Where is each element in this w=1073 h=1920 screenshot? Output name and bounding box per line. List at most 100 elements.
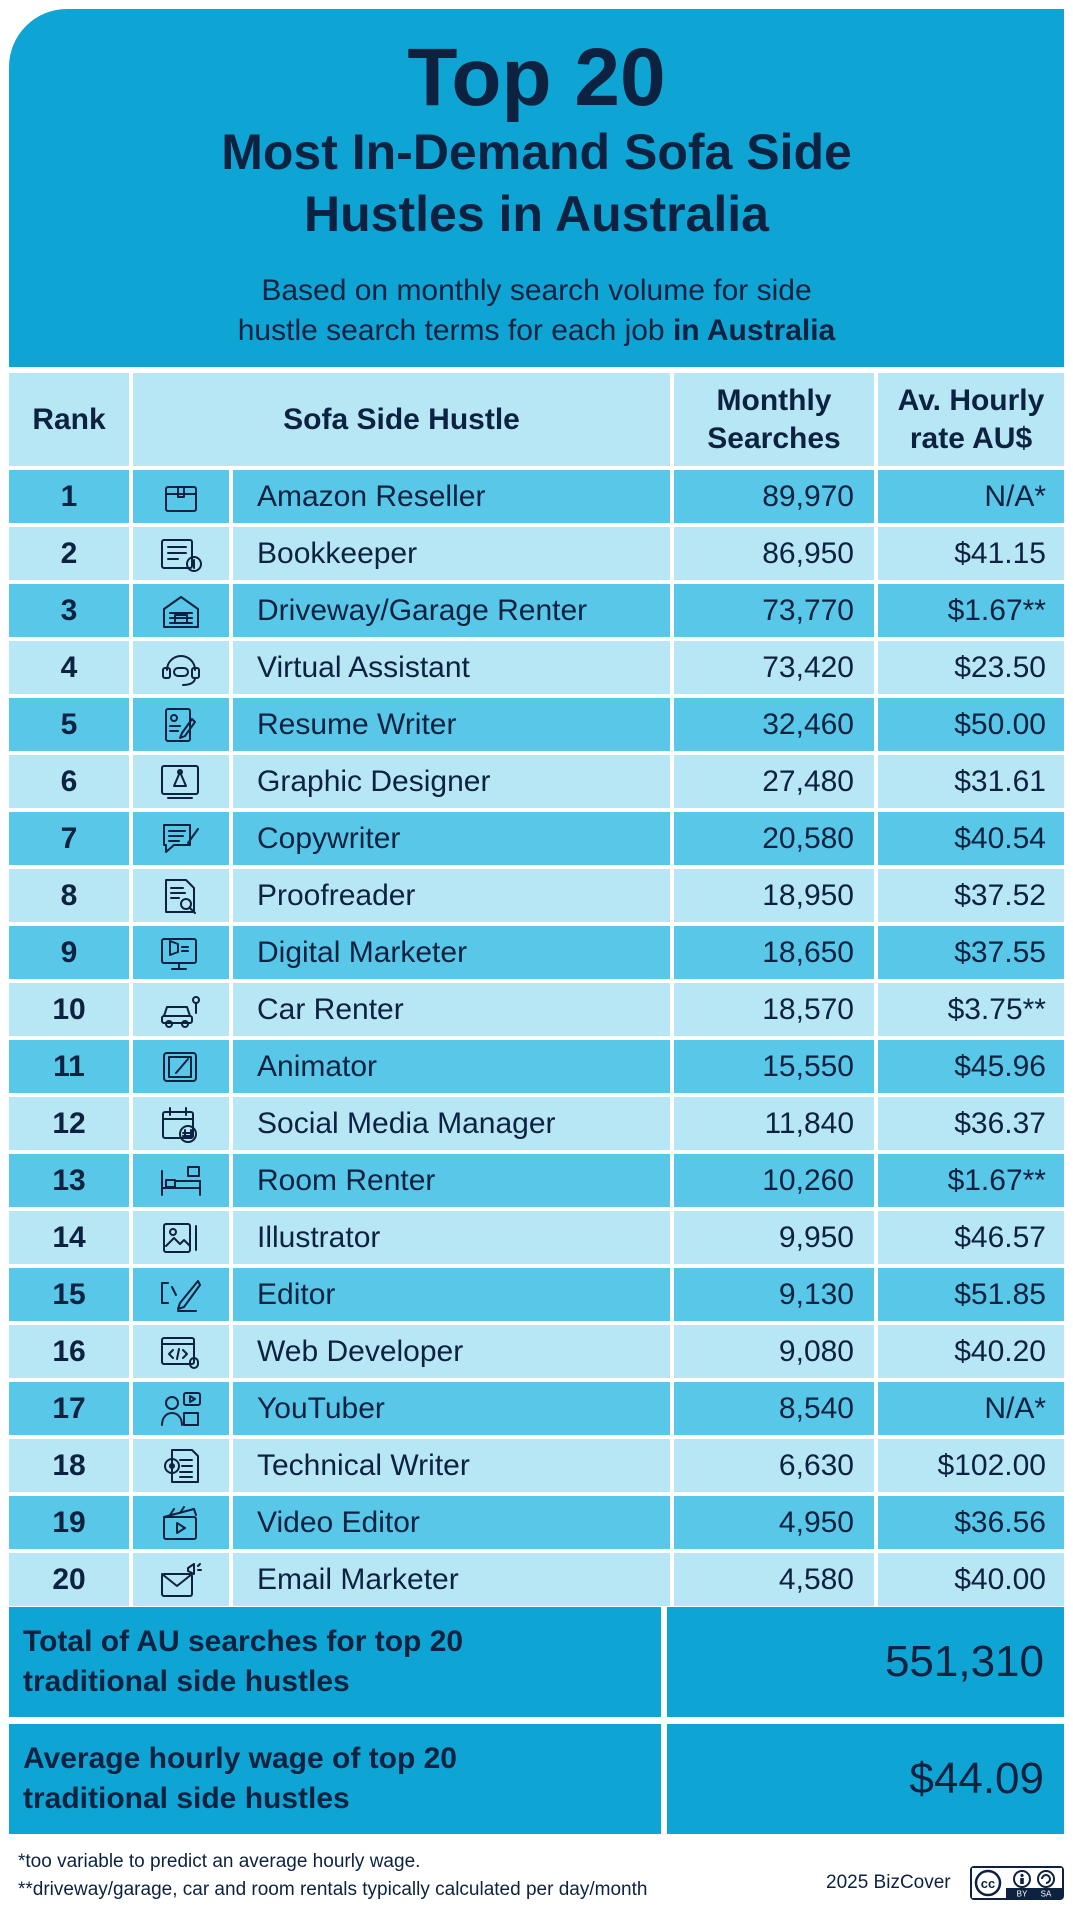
monthly-searches-cell: 11,840	[674, 1097, 874, 1150]
table-row: 2 Bookkeeper 86,950 $41.15	[9, 527, 1064, 580]
hourly-rate-cell: $3.75**	[878, 983, 1064, 1036]
monthly-searches-cell: 15,550	[674, 1040, 874, 1093]
table-row: 19 Video Editor 4,950 $36.56	[9, 1496, 1064, 1549]
tablet-pen-icon	[133, 1040, 229, 1093]
monthly-searches-cell: 86,950	[674, 527, 874, 580]
creative-commons-by-sa-icon: cc BY SA	[970, 1866, 1064, 1900]
hustle-name-cell: Video Editor	[233, 1496, 670, 1549]
hustle-name-cell: Proofreader	[233, 869, 670, 922]
hustle-name-cell: Driveway/Garage Renter	[233, 584, 670, 637]
table-row: 13 Room Renter 10,260 $1.67**	[9, 1154, 1064, 1207]
resume-icon	[133, 698, 229, 751]
garage-icon	[133, 584, 229, 637]
column-header-searches: Monthly Searches	[674, 373, 874, 466]
avg-label-line-1: Average hourly wage of top 20	[23, 1742, 457, 1775]
table-row: 14 Illustrator 9,950 $46.57	[9, 1211, 1064, 1264]
monthly-searches-cell: 73,770	[674, 584, 874, 637]
rank-cell: 9	[9, 926, 129, 979]
column-header-rate: Av. Hourly rate AU$	[878, 373, 1064, 466]
total-searches-value: 551,310	[667, 1607, 1064, 1717]
column-header-rank: Rank	[9, 373, 129, 466]
hourly-rate-cell: $40.20	[878, 1325, 1064, 1378]
rank-cell: 18	[9, 1439, 129, 1492]
monthly-searches-cell: 32,460	[674, 698, 874, 751]
rank-cell: 4	[9, 641, 129, 694]
rank-cell: 7	[9, 812, 129, 865]
subtitle-line-1: Most In-Demand Sofa Side	[221, 124, 852, 180]
credit-text: 2025 BizCover	[826, 1872, 951, 1893]
hustle-name-cell: Digital Marketer	[233, 926, 670, 979]
ledger-icon	[133, 527, 229, 580]
total-label-line-2: traditional side hustles	[23, 1665, 350, 1698]
hourly-rate-cell: $23.50	[878, 641, 1064, 694]
table-row: 7 Copywriter 20,580 $40.54	[9, 812, 1064, 865]
description-line-2: hustle search terms for each job in Aust…	[9, 311, 1064, 351]
rank-cell: 8	[9, 869, 129, 922]
description-bold: in Australia	[672, 314, 836, 347]
monthly-searches-cell: 10,260	[674, 1154, 874, 1207]
monthly-searches-cell: 6,630	[674, 1439, 874, 1492]
page-description: Based on monthly search volume for side …	[9, 271, 1064, 351]
average-wage-row: Average hourly wage of top 20 traditional…	[9, 1724, 1064, 1834]
hustle-name-cell: Web Developer	[233, 1325, 670, 1378]
monthly-searches-cell: 18,570	[674, 983, 874, 1036]
hustle-name-cell: Editor	[233, 1268, 670, 1321]
average-wage-value: $44.09	[667, 1724, 1064, 1834]
table-row: 1 Amazon Reseller 89,970 N/A*	[9, 470, 1064, 523]
monthly-searches-cell: 8,540	[674, 1382, 874, 1435]
megaphone-monitor-icon	[133, 926, 229, 979]
total-label-line-1: Total of AU searches for top 20	[23, 1625, 464, 1658]
hustle-name-cell: Bookkeeper	[233, 527, 670, 580]
monthly-searches-cell: 9,080	[674, 1325, 874, 1378]
car-icon	[133, 983, 229, 1036]
table-row: 6 Graphic Designer 27,480 $31.61	[9, 755, 1064, 808]
hustle-name-cell: Technical Writer	[233, 1439, 670, 1492]
document-search-icon	[133, 869, 229, 922]
hourly-rate-cell: $37.52	[878, 869, 1064, 922]
description-line-1: Based on monthly search volume for side	[261, 274, 812, 307]
monthly-searches-cell: 4,580	[674, 1553, 874, 1606]
subtitle-line-2: Hustles in Australia	[304, 186, 769, 242]
speech-pen-icon	[133, 812, 229, 865]
picture-pencil-icon	[133, 1211, 229, 1264]
hourly-rate-cell: $1.67**	[878, 584, 1064, 637]
envelope-megaphone-icon	[133, 1553, 229, 1606]
rate-header-line-2: rate AU$	[909, 421, 1033, 455]
hourly-rate-cell: $40.00	[878, 1553, 1064, 1606]
rank-cell: 19	[9, 1496, 129, 1549]
avg-label-line-2: traditional side hustles	[23, 1782, 350, 1815]
hourly-rate-cell: $36.56	[878, 1496, 1064, 1549]
hustle-name-cell: Email Marketer	[233, 1553, 670, 1606]
hustle-name-cell: Copywriter	[233, 812, 670, 865]
table-row: 18 Technical Writer 6,630 $102.00	[9, 1439, 1064, 1492]
total-searches-row: Total of AU searches for top 20 tradition…	[9, 1607, 1064, 1717]
table-row: 5 Resume Writer 32,460 $50.00	[9, 698, 1064, 751]
bed-icon	[133, 1154, 229, 1207]
hustle-name-cell: Amazon Reseller	[233, 470, 670, 523]
hustle-name-cell: Room Renter	[233, 1154, 670, 1207]
hourly-rate-cell: $51.85	[878, 1268, 1064, 1321]
rank-cell: 3	[9, 584, 129, 637]
design-tool-icon	[133, 755, 229, 808]
rank-cell: 5	[9, 698, 129, 751]
page-title: Top 20	[407, 32, 666, 123]
table-row: 10 Car Renter 18,570 $3.75**	[9, 983, 1064, 1036]
table-row: 16 Web Developer 9,080 $40.20	[9, 1325, 1064, 1378]
hourly-rate-cell: $102.00	[878, 1439, 1064, 1492]
hourly-rate-cell: N/A*	[878, 470, 1064, 523]
table-row: 20 Email Marketer 4,580 $40.00	[9, 1553, 1064, 1606]
footnote-1: *too variable to predict an average hour…	[18, 1851, 421, 1872]
rank-cell: 15	[9, 1268, 129, 1321]
hourly-rate-cell: N/A*	[878, 1382, 1064, 1435]
cc-badge-graphic: cc BY SA	[972, 1868, 1062, 1899]
hourly-rate-cell: $36.37	[878, 1097, 1064, 1150]
hustle-name-cell: Resume Writer	[233, 698, 670, 751]
cc-text: cc	[981, 1876, 995, 1891]
table-row: 11 Animator 15,550 $45.96	[9, 1040, 1064, 1093]
rank-cell: 14	[9, 1211, 129, 1264]
table-row: 17 YouTuber 8,540 N/A*	[9, 1382, 1064, 1435]
rank-cell: 17	[9, 1382, 129, 1435]
rank-cell: 11	[9, 1040, 129, 1093]
hustle-name-cell: Illustrator	[233, 1211, 670, 1264]
calendar-hashtag-icon	[133, 1097, 229, 1150]
